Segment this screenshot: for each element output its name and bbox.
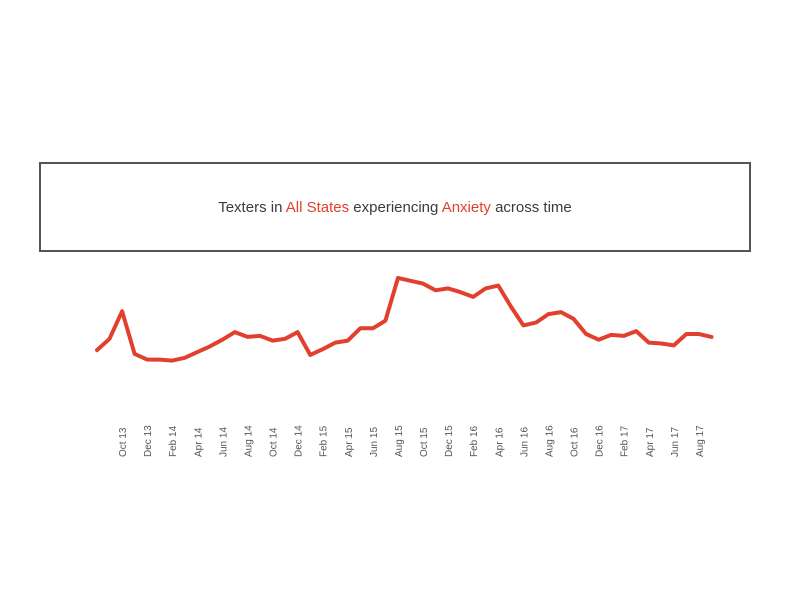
- data-point: [108, 337, 112, 341]
- data-point: [158, 358, 162, 362]
- x-tick-label: Feb 15: [319, 425, 330, 457]
- title-prefix: Texters in: [218, 198, 286, 216]
- data-point: [697, 332, 701, 336]
- x-tick-label: Aug 15: [394, 425, 405, 457]
- data-point: [145, 358, 149, 362]
- data-point: [496, 284, 500, 288]
- title-middle: experiencing: [349, 198, 442, 216]
- x-tick-label: Feb 17: [620, 425, 631, 457]
- x-tick-label: Dec 15: [444, 425, 455, 457]
- data-point: [521, 323, 525, 327]
- data-point: [245, 335, 249, 339]
- data-point: [672, 343, 676, 347]
- data-point: [95, 348, 99, 352]
- x-tick-label: Feb 14: [168, 425, 179, 457]
- data-point: [170, 359, 174, 363]
- x-tick-label: Oct 14: [269, 427, 280, 457]
- x-tick-label: Apr 17: [645, 427, 656, 457]
- x-tick-label: Apr 14: [193, 427, 204, 457]
- data-point: [383, 319, 387, 323]
- data-point: [296, 330, 300, 334]
- data-point: [183, 356, 187, 360]
- title-issue: Anxiety: [441, 198, 491, 216]
- data-point: [622, 334, 626, 338]
- x-tick-label: Jun 14: [218, 427, 229, 457]
- data-point: [471, 295, 475, 299]
- x-tick-label: Jun 17: [670, 427, 681, 457]
- data-point: [634, 329, 638, 333]
- data-point: [258, 334, 262, 338]
- data-point: [233, 330, 237, 334]
- data-point: [609, 333, 613, 337]
- data-point: [120, 309, 124, 313]
- data-point: [446, 286, 450, 290]
- data-point: [283, 337, 287, 341]
- data-point: [434, 288, 438, 292]
- data-point: [484, 286, 488, 290]
- data-point: [371, 326, 375, 330]
- data-point: [308, 353, 312, 357]
- data-point: [409, 279, 413, 283]
- data-point: [509, 304, 513, 308]
- data-point: [396, 276, 400, 280]
- data-point: [220, 338, 224, 342]
- data-point: [659, 342, 663, 346]
- x-tick-label: Aug 14: [243, 425, 254, 457]
- data-point: [546, 312, 550, 316]
- data-point: [597, 338, 601, 342]
- x-tick-label: Dec 16: [595, 425, 606, 457]
- data-point: [333, 341, 337, 345]
- data-point: [559, 310, 563, 314]
- x-tick-label: Aug 17: [695, 425, 706, 457]
- data-point: [271, 339, 275, 343]
- chart-title-box: Texters in All States experiencing Anxie…: [39, 162, 751, 252]
- data-point: [358, 326, 362, 330]
- x-tick-label: Apr 16: [494, 427, 505, 457]
- title-location: All States: [285, 198, 350, 216]
- x-tick-label: Jun 15: [369, 427, 380, 457]
- data-point: [195, 350, 199, 354]
- data-point: [684, 332, 688, 336]
- x-tick-label: Apr 15: [344, 427, 355, 457]
- data-point: [421, 282, 425, 286]
- x-tick-label: Dec 14: [294, 425, 305, 457]
- data-point: [208, 344, 212, 348]
- series-line: [95, 275, 714, 363]
- x-tick-label: Oct 15: [419, 427, 430, 457]
- data-point: [534, 321, 538, 325]
- data-point: [572, 317, 576, 321]
- x-tick-label: Dec 13: [143, 425, 154, 457]
- data-point: [133, 352, 137, 356]
- x-tick-label: Jun 16: [519, 427, 530, 457]
- chart-title: Texters in All States experiencing Anxie…: [218, 199, 572, 216]
- data-point: [346, 339, 350, 343]
- data-point: [321, 347, 325, 351]
- data-point: [709, 335, 713, 339]
- x-tick-label: Feb 16: [469, 425, 480, 457]
- title-suffix: across time: [490, 198, 572, 216]
- data-point: [459, 290, 463, 294]
- data-point: [647, 341, 651, 345]
- x-tick-label: Oct 16: [570, 427, 581, 457]
- x-tick-label: Oct 13: [118, 427, 129, 457]
- data-point: [584, 332, 588, 336]
- x-tick-label: Aug 16: [544, 425, 555, 457]
